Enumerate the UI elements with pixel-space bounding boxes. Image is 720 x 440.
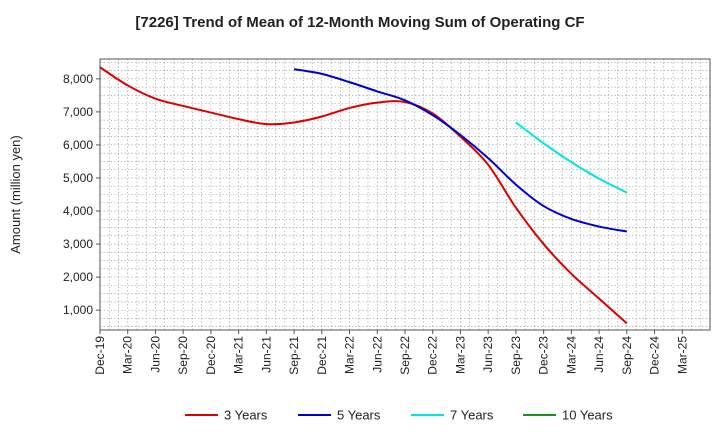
legend-label-3-years: 3 Years xyxy=(224,408,268,423)
x-tick-label: Jun-24 xyxy=(592,336,606,373)
x-tick-label: Dec-20 xyxy=(204,336,218,375)
y-tick-label: 7,000 xyxy=(63,105,93,119)
x-tick-label: Sep-23 xyxy=(509,336,523,375)
x-tick-label: Mar-21 xyxy=(232,336,246,374)
y-axis-ticks: 1,000 2,000 3,000 4,000 5,000 6,000 7,000 8,000 xyxy=(63,72,100,317)
x-tick-label: Mar-20 xyxy=(121,336,135,374)
x-axis-ticks: Dec-19 Mar-20 Jun-20 Sep-20 Dec-20 Mar-21 Jun-… xyxy=(93,330,689,375)
legend-label-5-years: 5 Years xyxy=(337,408,381,423)
x-tick-label: Jun-22 xyxy=(370,336,384,373)
x-tick-label: Mar-25 xyxy=(675,336,689,374)
x-tick-label: Dec-24 xyxy=(648,336,662,375)
y-tick-label: 3,000 xyxy=(63,237,93,251)
y-tick-label: 4,000 xyxy=(63,204,93,218)
chart-root: [7226] Trend of Mean of 12-Month Moving … xyxy=(0,0,720,440)
x-tick-label: Mar-23 xyxy=(453,336,467,374)
y-tick-label: 2,000 xyxy=(63,270,93,284)
chart-svg: 1,000 2,000 3,000 4,000 5,000 6,000 7,000 8,000… xyxy=(0,0,720,440)
y-tick-label: 5,000 xyxy=(63,171,93,185)
x-tick-label: Mar-22 xyxy=(343,336,357,374)
x-tick-label: Dec-22 xyxy=(426,336,440,375)
y-tick-label: 6,000 xyxy=(63,138,93,152)
x-tick-label: Dec-21 xyxy=(315,336,329,375)
x-tick-label: Jun-23 xyxy=(481,336,495,373)
x-tick-label: Sep-21 xyxy=(287,336,301,375)
x-tick-label: Jun-20 xyxy=(148,336,162,373)
y-tick-label: 1,000 xyxy=(63,303,93,317)
y-axis-title: Amount (million yen) xyxy=(8,135,23,254)
legend-label-7-years: 7 Years xyxy=(450,408,494,423)
x-tick-label: Sep-22 xyxy=(398,336,412,375)
x-tick-label: Dec-19 xyxy=(93,336,107,375)
y-tick-label: 8,000 xyxy=(63,72,93,86)
legend-label-10-years: 10 Years xyxy=(562,408,613,423)
x-tick-label: Mar-24 xyxy=(564,336,578,374)
x-tick-label: Sep-24 xyxy=(620,336,634,375)
legend: 3 Years 5 Years 7 Years 10 Years xyxy=(185,408,613,423)
series-layer xyxy=(100,67,627,323)
x-tick-label: Jun-21 xyxy=(259,336,273,373)
series-line-3-years xyxy=(100,67,627,323)
x-tick-label: Dec-23 xyxy=(537,336,551,375)
x-tick-label: Sep-20 xyxy=(176,336,190,375)
